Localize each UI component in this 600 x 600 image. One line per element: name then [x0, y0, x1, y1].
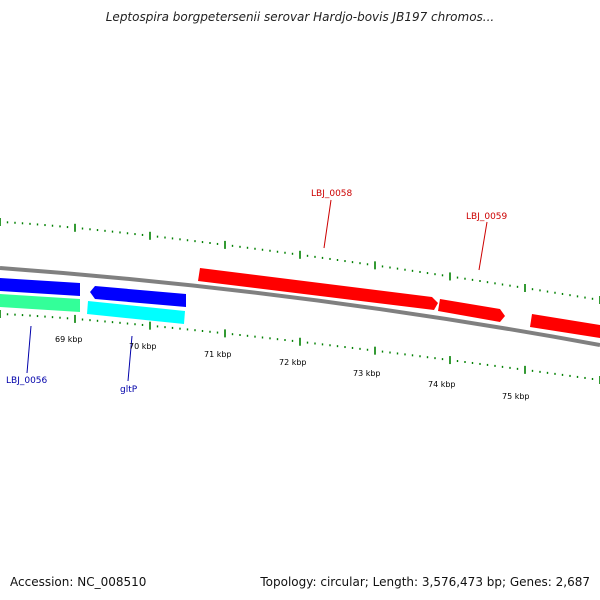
gene-label-lbj-0058[interactable]: LBJ_0058: [311, 189, 353, 199]
leader-lbj-0058: [323, 199, 332, 249]
scale-label-71kbp: 71 kbp: [204, 350, 232, 359]
gene-arrow-reverse-blue[interactable]: [90, 286, 186, 307]
gene-arrow-lbj-0059[interactable]: [438, 299, 505, 322]
gene-label-lbj-0059[interactable]: LBJ_0059: [466, 212, 508, 222]
accession-label: Accession: NC_008510: [10, 575, 147, 589]
gene-label-lbj-0056[interactable]: LBJ_0056: [6, 376, 48, 386]
scale-label-69kbp: 69 kbp: [55, 335, 83, 344]
scale-label-70kbp: 70 kbp: [129, 342, 157, 351]
gene-arrow-lbj-0058[interactable]: [198, 268, 438, 310]
gene-label-gltp[interactable]: gltP: [120, 385, 138, 395]
scale-label-73kbp: 73 kbp: [353, 369, 381, 378]
scale-label-72kbp: 72 kbp: [279, 358, 307, 367]
map-title: Leptospira borgpetersenii serovar Hardjo…: [105, 10, 495, 24]
genome-summary-label: Topology: circular; Length: 3,576,473 bp…: [260, 575, 590, 589]
leader-lbj-0059: [478, 221, 488, 271]
scale-label-74kbp: 74 kbp: [428, 380, 456, 389]
outer-tick-ring: [0, 218, 600, 304]
scale-label-75kbp: 75 kbp: [502, 392, 530, 401]
gene-arrow-gltp[interactable]: [87, 301, 185, 324]
leader-gltp: [127, 335, 133, 382]
gene-arrow-lbj-0056[interactable]: [0, 294, 80, 312]
gene-arrow-left-blue[interactable]: [0, 278, 80, 296]
leader-lbj-0056: [26, 325, 32, 374]
chromosome-backbone: [0, 266, 600, 347]
inner-tick-ring: [0, 310, 600, 384]
gene-arrow-partial[interactable]: [530, 314, 600, 338]
